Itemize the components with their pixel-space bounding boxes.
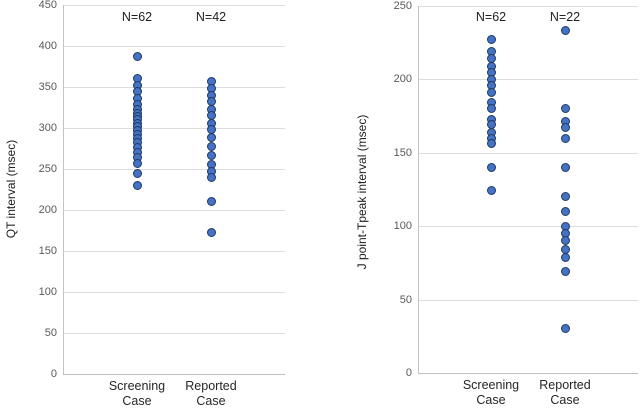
data-point — [486, 139, 496, 149]
data-point — [486, 186, 496, 196]
gridline — [63, 5, 285, 6]
data-point — [486, 35, 496, 45]
x-category-label: Reported Case — [539, 378, 591, 407]
gridline — [63, 292, 285, 293]
data-point — [560, 324, 570, 334]
data-point — [132, 168, 142, 178]
data-point — [486, 88, 496, 98]
gridline — [63, 210, 285, 211]
y-tick-label: 250 — [393, 0, 412, 12]
gridline — [418, 300, 638, 301]
data-point — [560, 123, 570, 133]
count-annotation: N=42 — [195, 10, 227, 24]
data-point — [486, 104, 496, 114]
count-annotation: N=62 — [475, 10, 507, 24]
y-tick-label: 400 — [38, 40, 57, 52]
data-point — [560, 133, 570, 143]
x-category-label: Screening Case — [108, 379, 166, 408]
gridline — [63, 128, 285, 129]
data-point — [486, 162, 496, 172]
y-tick-label: 200 — [393, 73, 412, 85]
y-tick-label: 250 — [38, 163, 57, 175]
data-point — [560, 162, 570, 172]
count-annotation: N=22 — [549, 10, 581, 24]
data-point — [132, 52, 142, 62]
data-point — [206, 141, 216, 151]
gridline — [63, 169, 285, 170]
y-tick-label: 200 — [38, 204, 57, 216]
qt-interval-axis-title: QT interval (msec) — [4, 139, 18, 239]
data-point — [206, 197, 216, 207]
y-axis-line — [418, 6, 419, 373]
data-point — [206, 132, 216, 142]
x-category-label: Reported Case — [185, 379, 237, 408]
gridline — [63, 46, 285, 47]
data-point — [206, 172, 216, 182]
gridline — [418, 226, 638, 227]
gridline — [418, 79, 638, 80]
jpoint-tpeak-axis-title: J point-Tpeak interval (msec) — [355, 114, 369, 270]
y-tick-label: 150 — [38, 245, 57, 257]
gridline — [63, 251, 285, 252]
y-tick-label: 100 — [393, 220, 412, 232]
x-category-label: Screening Case — [462, 378, 520, 407]
data-point — [206, 150, 216, 160]
data-point — [560, 26, 570, 36]
y-tick-label: 50 — [399, 294, 412, 306]
y-tick-label: 350 — [38, 81, 57, 93]
y-tick-label: 300 — [38, 122, 57, 134]
x-axis-line — [418, 373, 638, 374]
gridline — [418, 153, 638, 154]
count-annotation: N=62 — [121, 10, 153, 24]
y-tick-label: 150 — [393, 147, 412, 159]
x-axis-line — [63, 374, 285, 375]
data-point — [132, 158, 142, 168]
data-point — [560, 267, 570, 277]
data-point — [132, 180, 142, 190]
y-axis-line — [63, 5, 64, 374]
gridline — [63, 333, 285, 334]
data-point — [560, 252, 570, 262]
data-point — [560, 192, 570, 202]
data-point — [206, 228, 216, 238]
y-tick-label: 0 — [50, 368, 57, 380]
y-tick-label: 50 — [44, 327, 57, 339]
data-point — [560, 236, 570, 246]
data-point — [560, 104, 570, 114]
gridline — [63, 87, 285, 88]
y-tick-label: 100 — [38, 286, 57, 298]
y-tick-label: 450 — [38, 0, 57, 11]
data-point — [560, 207, 570, 217]
y-tick-label: 0 — [405, 367, 412, 379]
gridline — [418, 6, 638, 7]
